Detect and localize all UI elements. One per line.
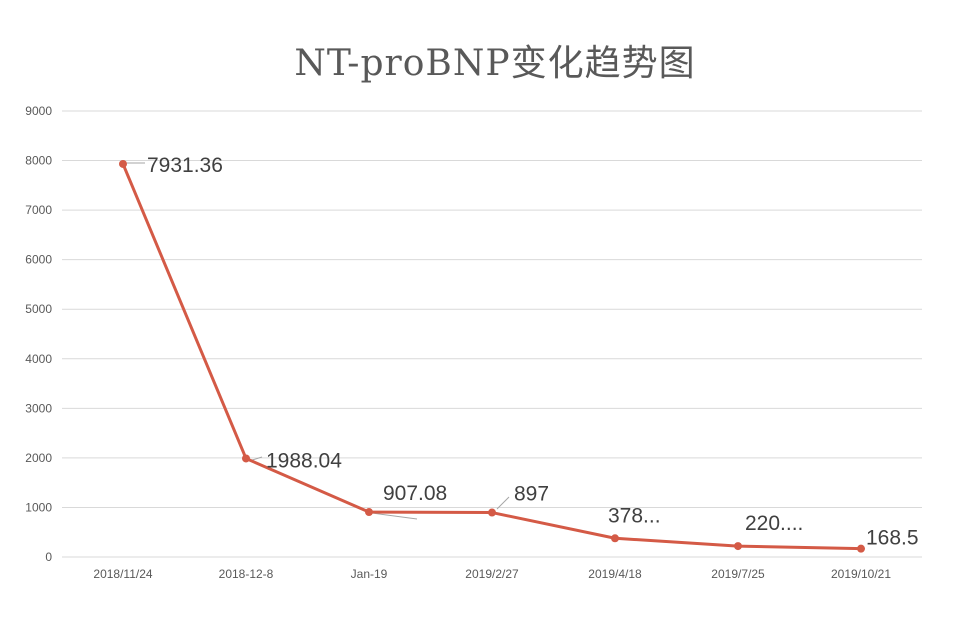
y-tick-label: 1000 xyxy=(25,500,52,514)
leader-line xyxy=(371,512,418,520)
y-tick-label: 5000 xyxy=(25,302,52,316)
data-label: 7931.36 xyxy=(147,154,223,177)
data-points xyxy=(119,159,865,553)
x-tick-label: 2019/10/21 xyxy=(831,567,891,581)
x-tick-label: 2019/4/18 xyxy=(588,567,642,581)
y-tick-label: 3000 xyxy=(25,401,52,415)
series-line-layer xyxy=(121,163,862,551)
data-point xyxy=(734,542,742,551)
data-point xyxy=(242,454,250,463)
y-tick-label: 2000 xyxy=(25,451,52,465)
y-tick-label: 9000 xyxy=(25,104,52,118)
y-tick-label: 4000 xyxy=(25,352,52,366)
data-label: 378... xyxy=(608,504,661,527)
chart-title: NT-proBNP变化趋势图 xyxy=(294,43,696,84)
leader-lines xyxy=(127,162,510,520)
x-axis-ticks: 2018/11/24 2018-12-8 Jan-19 2019/2/27 2019/4… xyxy=(93,567,891,581)
data-point xyxy=(488,508,496,517)
x-tick-label: 2019/2/27 xyxy=(465,567,519,581)
y-tick-label: 7000 xyxy=(25,203,52,217)
y-tick-label: 0 xyxy=(45,550,52,564)
data-label: 897 xyxy=(514,483,549,506)
data-label: 907.08 xyxy=(383,482,447,505)
data-point xyxy=(611,534,619,543)
data-label: 220.... xyxy=(745,512,803,535)
data-point xyxy=(119,159,127,168)
x-tick-label: 2019/7/25 xyxy=(711,567,765,581)
x-tick-label: Jan-19 xyxy=(351,567,388,581)
x-tick-label: 2018/11/24 xyxy=(93,567,152,581)
x-tick-label: 2018-12-8 xyxy=(219,567,274,581)
data-point xyxy=(365,508,373,517)
data-label: 168.5 xyxy=(866,527,919,550)
leader-line xyxy=(496,496,510,510)
data-labels: 7931.36 1988.04 907.08 897 378... 220.... 168.… xyxy=(147,154,919,550)
gridlines xyxy=(62,110,922,558)
series-line xyxy=(121,163,862,551)
y-tick-label: 6000 xyxy=(25,253,52,267)
data-point xyxy=(857,544,865,553)
data-label: 1988.04 xyxy=(266,449,342,472)
y-tick-label: 8000 xyxy=(25,154,52,168)
y-axis-ticks: 0 1000 2000 3000 4000 5000 6000 7000 8000 9000 xyxy=(25,104,52,564)
